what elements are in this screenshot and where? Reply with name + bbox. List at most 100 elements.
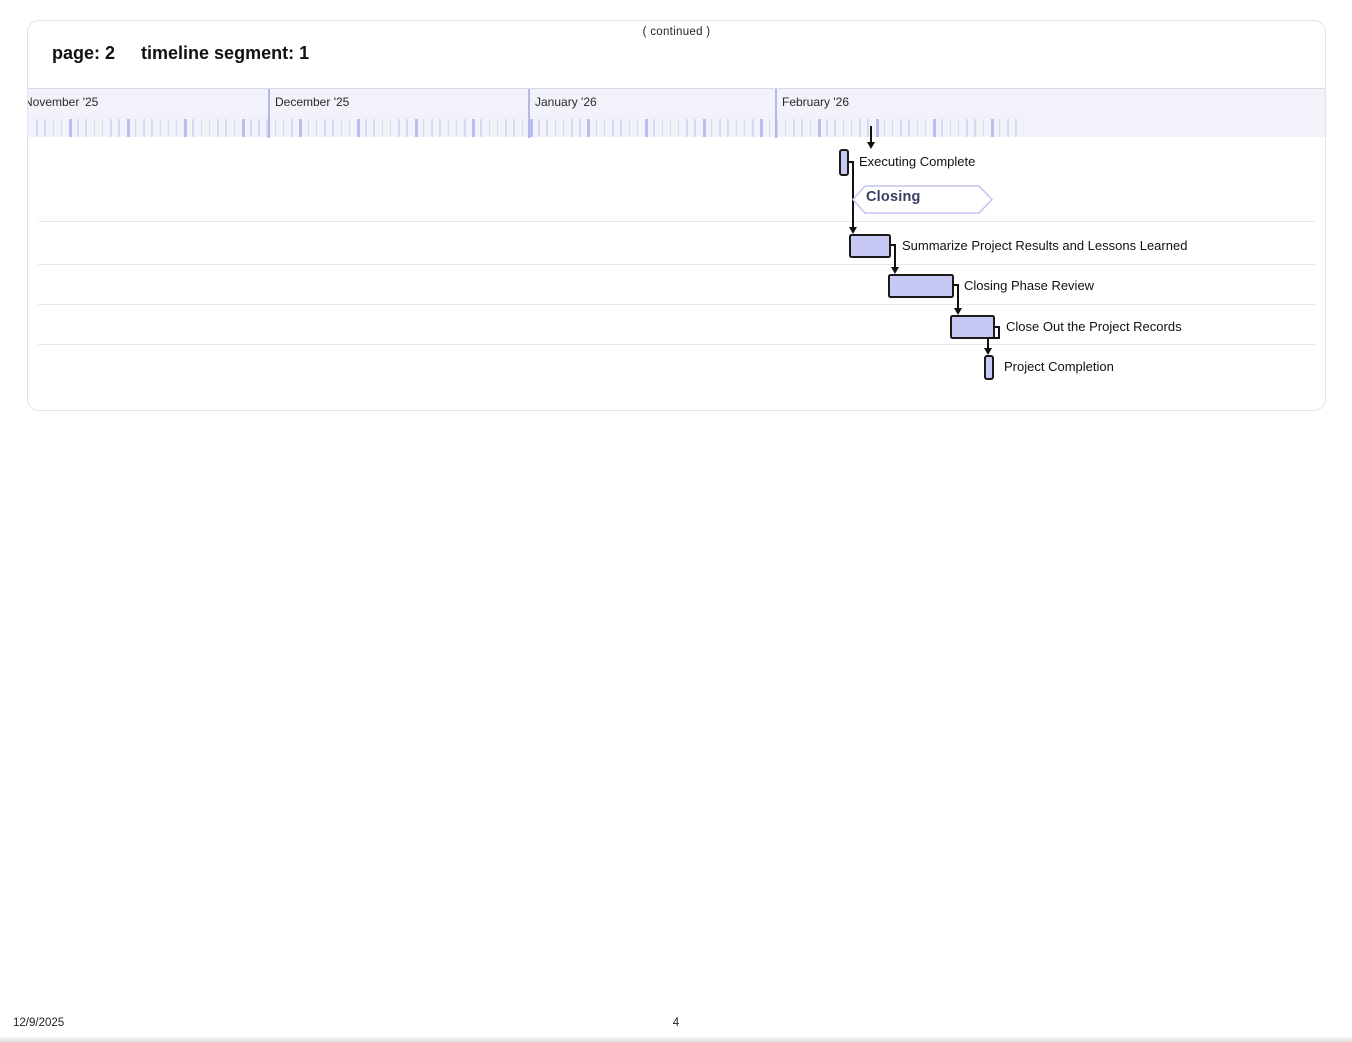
week-tick [472,119,476,137]
week-tick [414,119,418,137]
day-tick [398,119,400,137]
day-tick [431,119,433,137]
day-tick [719,119,721,137]
day-tick [538,119,540,137]
link-line-segment [891,244,896,246]
day-tick [669,119,672,137]
day-tick [998,119,1001,137]
day-tick [900,119,902,137]
day-tick [809,119,812,137]
link-line-segment [894,244,896,267]
day-tick [282,119,285,137]
month-divider-january [528,89,530,138]
day-tick [151,119,153,137]
link-line-incoming [870,126,872,142]
phase-chevron-closing: Closing [852,185,993,214]
day-tick [768,119,770,137]
day-tick [348,119,351,137]
day-tick [859,119,861,137]
day-tick [743,119,746,137]
day-tick [595,119,598,137]
task-label-summarize-results: Summarize Project Results and Lessons Le… [902,238,1188,253]
day-tick [603,119,606,137]
day-tick [159,119,161,137]
day-tick [208,119,211,137]
task-label-executing-complete: Executing Complete [859,154,976,169]
week-tick [299,119,303,137]
day-tick [686,119,688,137]
day-tick [949,119,951,137]
day-tick [908,119,910,137]
timeline-page-card: ( continued ) page: 2 timeline segment: 1… [27,20,1326,411]
day-tick [636,119,639,137]
page-number-label: page: 2 [52,43,116,63]
day-tick [957,119,960,137]
day-tick [612,119,614,137]
day-tick [834,119,836,137]
day-tick [513,119,515,137]
day-tick [562,119,565,137]
week-tick [357,119,360,137]
day-tick [1015,119,1017,137]
day-tick [801,119,803,137]
task-label-closing-phase-review: Closing Phase Review [964,278,1095,293]
day-tick [982,119,984,137]
page-bottom-edge [0,1036,1352,1042]
week-tick [587,119,591,137]
day-tick [250,119,252,137]
link-line-segment [852,161,854,227]
day-tick [554,119,556,137]
month-divider-february [775,89,777,138]
page-header: page: 2 timeline segment: 1 [52,43,309,64]
day-tick [143,119,145,137]
day-tick [36,119,38,137]
row-separator [38,344,1315,345]
week-tick [760,119,764,137]
link-line-segment [957,284,959,308]
day-tick [784,119,787,137]
milestone-executing-complete [839,149,849,176]
link-arrow [953,308,962,315]
link-arrow [983,348,992,355]
day-tick [365,119,367,137]
day-tick [324,119,326,137]
week-tick [126,119,130,137]
day-tick [315,119,318,137]
month-divider-december [268,89,270,138]
day-tick [381,119,384,137]
day-tick [842,119,844,137]
day-tick [44,119,46,137]
day-tick [340,119,342,137]
timescale-band: November '25 December '25 January '26 Fe… [28,88,1325,138]
milestone-project-completion [984,355,994,380]
day-tick [389,119,392,137]
week-tick [68,119,72,137]
day-tick [258,119,260,137]
day-tick [826,119,828,137]
day-tick [867,119,869,137]
day-tick [521,119,524,137]
day-tick [200,119,203,137]
day-tick [653,119,655,137]
day-tick [752,119,754,137]
day-tick [974,119,976,137]
day-tick [233,119,235,137]
day-tick [464,119,466,137]
link-line-segment [987,337,989,348]
day-tick [727,119,729,137]
week-tick [702,119,706,137]
day-tick [966,119,968,137]
day-tick [406,119,408,137]
link-arrow-incoming [866,142,875,149]
week-tick [875,119,879,137]
day-tick [694,119,696,137]
week-tick [990,119,994,137]
link-line-segment [987,337,1000,339]
day-tick [175,119,178,137]
day-tick [735,119,738,137]
day-tick [422,119,425,137]
day-tick [546,119,548,137]
task-bar-summarize-results [849,234,891,258]
row-separator [38,304,1315,305]
month-label-december: December '25 [275,95,350,109]
